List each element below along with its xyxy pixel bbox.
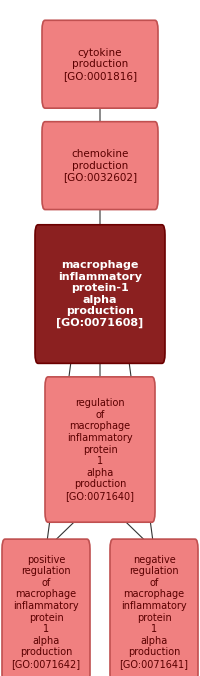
FancyBboxPatch shape <box>42 122 158 210</box>
FancyBboxPatch shape <box>42 20 158 108</box>
Text: positive
regulation
of
macrophage
inflammatory
protein
1
alpha
production
[GO:00: positive regulation of macrophage inflam… <box>11 554 81 669</box>
FancyBboxPatch shape <box>110 539 198 676</box>
FancyBboxPatch shape <box>45 377 155 522</box>
Text: negative
regulation
of
macrophage
inflammatory
protein
1
alpha
production
[GO:00: negative regulation of macrophage inflam… <box>120 554 188 669</box>
FancyBboxPatch shape <box>35 225 165 364</box>
Text: regulation
of
macrophage
inflammatory
protein
1
alpha
production
[GO:0071640]: regulation of macrophage inflammatory pr… <box>66 398 134 501</box>
Text: cytokine
production
[GO:0001816]: cytokine production [GO:0001816] <box>63 47 137 81</box>
Text: chemokine
production
[GO:0032602]: chemokine production [GO:0032602] <box>63 149 137 183</box>
FancyBboxPatch shape <box>2 539 90 676</box>
Text: macrophage
inflammatory
protein-1
alpha
production
[GO:0071608]: macrophage inflammatory protein-1 alpha … <box>56 260 144 328</box>
